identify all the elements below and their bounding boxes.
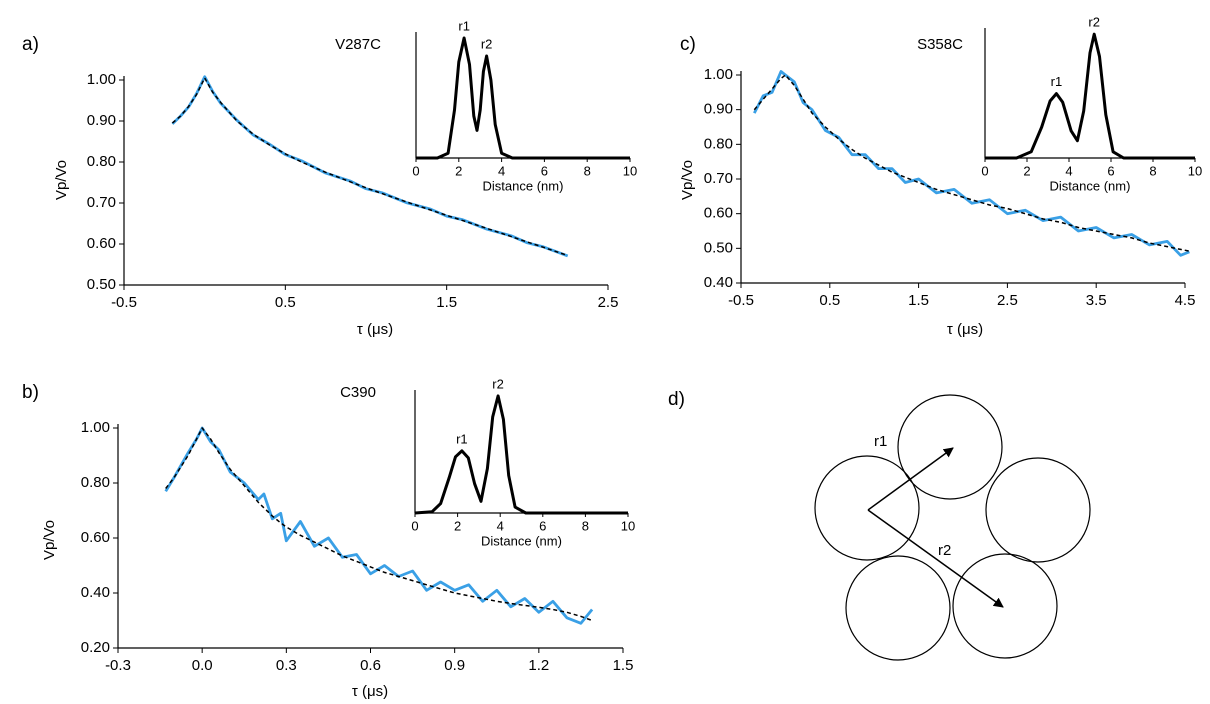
x-tick-label: 2.5	[598, 294, 619, 311]
x-tick-label: 0.5	[275, 294, 296, 311]
x-axis-label: Distance (nm)	[1050, 178, 1131, 193]
x-tick-label: 8	[584, 163, 591, 178]
distance-distribution	[985, 32, 1195, 160]
x-tick-label: 0.0	[192, 657, 213, 674]
x-tick-label: 2	[455, 163, 462, 178]
y-tick-label: 0.40	[81, 584, 110, 601]
peak-label: r1	[456, 431, 468, 446]
x-tick-label: 2.5	[997, 292, 1018, 309]
panel-label: b)	[22, 382, 39, 403]
fit-line	[165, 427, 593, 622]
y-axis-label: Vp/Vo	[53, 160, 70, 200]
distance-label: r1	[874, 433, 887, 450]
distance-distribution	[414, 394, 628, 515]
y-tick-label: 1.00	[87, 71, 116, 88]
arrow-r1	[867, 447, 954, 511]
subunit	[814, 455, 920, 561]
y-tick-label: 0.70	[704, 170, 733, 187]
distance-label: r2	[938, 542, 951, 559]
subunit	[845, 555, 951, 661]
x-tick-label: 10	[621, 518, 635, 533]
y-axis-label: Vp/Vo	[41, 520, 58, 560]
chart-title: C390	[340, 384, 376, 401]
y-tick-label: 1.00	[81, 419, 110, 436]
subunit	[952, 553, 1058, 659]
y-tick-label: 0.50	[87, 276, 116, 293]
x-tick-label: 0.3	[276, 657, 297, 674]
data-line	[753, 70, 1190, 257]
x-tick-label: 1.2	[528, 657, 549, 674]
x-tick-label: 1.5	[908, 292, 929, 309]
x-tick-label: -0.5	[111, 294, 137, 311]
panel-label: d)	[668, 389, 685, 410]
y-tick-label: 0.60	[704, 205, 733, 222]
x-tick-label: 10	[623, 163, 637, 178]
panel-label: a)	[22, 34, 39, 55]
subunit	[985, 457, 1091, 563]
panel-label: c)	[680, 34, 696, 55]
x-tick-label: 6	[541, 163, 548, 178]
subunit	[897, 394, 1003, 500]
x-tick-label: 6	[539, 518, 546, 533]
y-axis-label: Vp/Vo	[679, 160, 696, 200]
distance-distribution	[416, 36, 630, 160]
fit-line	[753, 74, 1190, 252]
diagram	[814, 394, 1091, 661]
peak-label: r1	[458, 18, 470, 33]
x-tick-label: 8	[582, 518, 589, 533]
x-tick-label: 1.5	[436, 294, 457, 311]
x-tick-label: 0	[412, 163, 419, 178]
y-tick-label: 0.80	[87, 153, 116, 170]
x-tick-label: 2	[454, 518, 461, 533]
peak-label: r1	[1051, 74, 1063, 89]
data-line	[171, 75, 569, 258]
y-tick-label: 0.60	[81, 529, 110, 546]
y-tick-label: 0.80	[81, 474, 110, 491]
x-tick-label: 4	[498, 163, 505, 178]
x-axis-label: τ (μs)	[357, 321, 393, 338]
y-tick-label: 0.90	[87, 112, 116, 129]
x-axis-label: τ (μs)	[352, 683, 388, 700]
x-tick-label: 0.5	[819, 292, 840, 309]
y-tick-label: 0.70	[87, 194, 116, 211]
y-tick-label: 0.50	[704, 239, 733, 256]
x-tick-label: 4	[1065, 163, 1072, 178]
x-tick-label: 0.9	[444, 657, 465, 674]
x-axis-label: Distance (nm)	[483, 178, 564, 193]
y-tick-label: 0.40	[704, 274, 733, 291]
x-tick-label: 0.6	[360, 657, 381, 674]
x-axis-label: τ (μs)	[947, 321, 983, 338]
fit-line	[171, 77, 568, 257]
x-axis-label: Distance (nm)	[481, 533, 562, 548]
y-tick-label: 0.60	[87, 235, 116, 252]
x-tick-label: 1.5	[613, 657, 634, 674]
data-line	[164, 426, 594, 625]
arrow-r2	[867, 509, 1004, 608]
x-tick-label: -0.5	[728, 292, 754, 309]
x-tick-label: 0	[981, 163, 988, 178]
y-tick-label: 0.90	[704, 101, 733, 118]
y-tick-label: 1.00	[704, 66, 733, 83]
y-tick-label: 0.20	[81, 639, 110, 656]
x-tick-label: 10	[1188, 163, 1202, 178]
x-tick-label: 8	[1149, 163, 1156, 178]
x-tick-label: -0.3	[105, 657, 131, 674]
chart-title: V287C	[335, 36, 381, 53]
chart-title: S358C	[917, 36, 963, 53]
x-tick-label: 3.5	[1086, 292, 1107, 309]
x-tick-label: 6	[1107, 163, 1114, 178]
x-tick-label: 4	[497, 518, 504, 533]
peak-label: r2	[1088, 15, 1100, 30]
x-tick-label: 2	[1023, 163, 1030, 178]
x-tick-label: 0	[411, 518, 418, 533]
peak-label: r2	[481, 36, 493, 51]
peak-label: r2	[492, 376, 504, 391]
x-tick-label: 4.5	[1175, 292, 1196, 309]
y-tick-label: 0.80	[704, 135, 733, 152]
